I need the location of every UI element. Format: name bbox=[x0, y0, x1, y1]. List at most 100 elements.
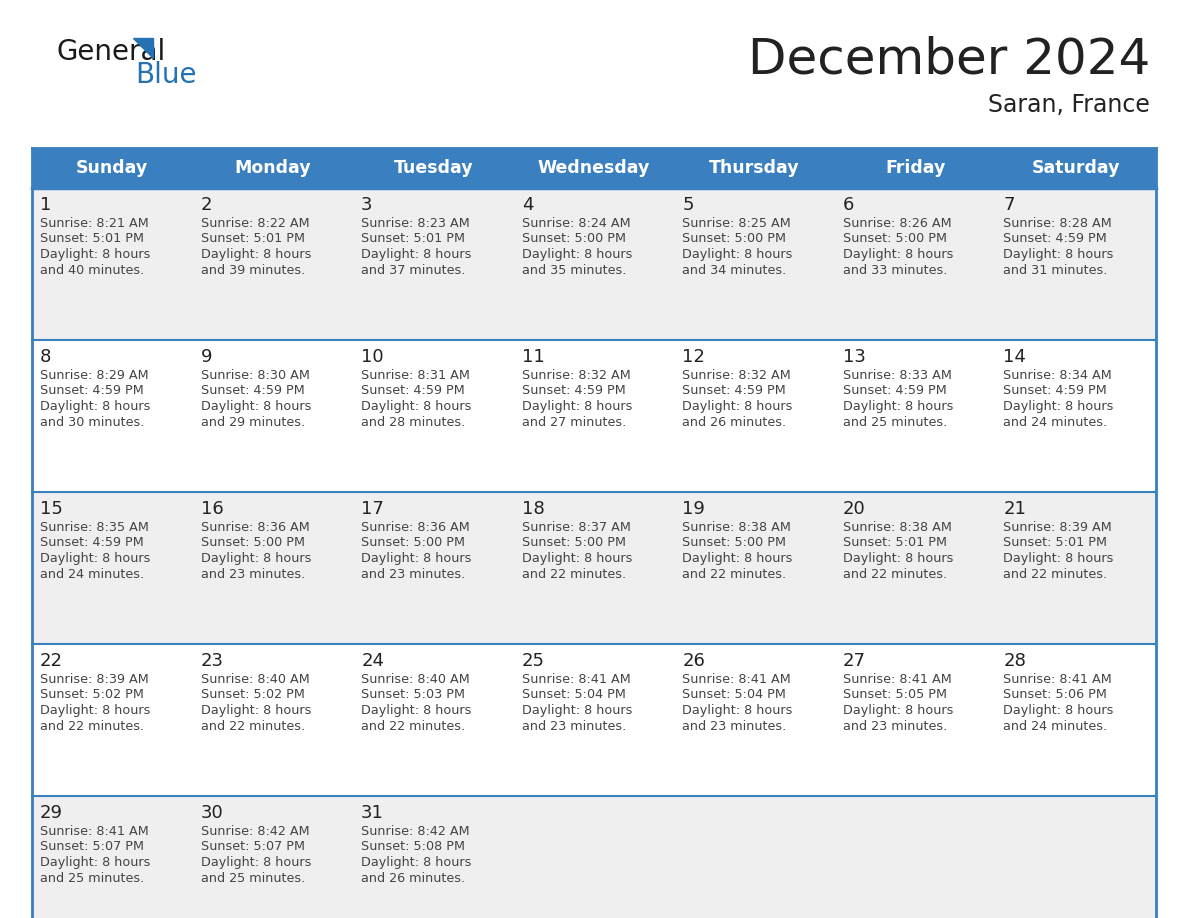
Text: 6: 6 bbox=[842, 196, 854, 214]
Text: Daylight: 8 hours: Daylight: 8 hours bbox=[522, 248, 632, 261]
Text: and 34 minutes.: and 34 minutes. bbox=[682, 263, 786, 276]
Text: 17: 17 bbox=[361, 500, 384, 518]
Text: 26: 26 bbox=[682, 652, 706, 670]
Text: 10: 10 bbox=[361, 348, 384, 366]
Text: Sunrise: 8:42 AM: Sunrise: 8:42 AM bbox=[201, 825, 309, 838]
Text: Sunrise: 8:40 AM: Sunrise: 8:40 AM bbox=[361, 673, 470, 686]
Text: Sunrise: 8:38 AM: Sunrise: 8:38 AM bbox=[682, 521, 791, 534]
Text: Daylight: 8 hours: Daylight: 8 hours bbox=[361, 248, 472, 261]
Text: Sunset: 5:02 PM: Sunset: 5:02 PM bbox=[201, 688, 304, 701]
Text: Sunset: 5:00 PM: Sunset: 5:00 PM bbox=[842, 232, 947, 245]
Text: Sunrise: 8:31 AM: Sunrise: 8:31 AM bbox=[361, 369, 470, 382]
Text: and 35 minutes.: and 35 minutes. bbox=[522, 263, 626, 276]
Text: Sunset: 4:59 PM: Sunset: 4:59 PM bbox=[361, 385, 465, 397]
Text: Sunrise: 8:35 AM: Sunrise: 8:35 AM bbox=[40, 521, 148, 534]
Text: Sunset: 5:01 PM: Sunset: 5:01 PM bbox=[40, 232, 144, 245]
Text: Sunrise: 8:41 AM: Sunrise: 8:41 AM bbox=[842, 673, 952, 686]
Text: 28: 28 bbox=[1004, 652, 1026, 670]
Text: Sunset: 4:59 PM: Sunset: 4:59 PM bbox=[1004, 385, 1107, 397]
Text: 14: 14 bbox=[1004, 348, 1026, 366]
Text: Daylight: 8 hours: Daylight: 8 hours bbox=[201, 704, 311, 717]
Text: 24: 24 bbox=[361, 652, 384, 670]
Text: 25: 25 bbox=[522, 652, 545, 670]
Text: Daylight: 8 hours: Daylight: 8 hours bbox=[40, 856, 151, 869]
Text: and 22 minutes.: and 22 minutes. bbox=[201, 720, 304, 733]
Text: and 23 minutes.: and 23 minutes. bbox=[522, 720, 626, 733]
Text: Sunrise: 8:28 AM: Sunrise: 8:28 AM bbox=[1004, 217, 1112, 230]
Text: Sunrise: 8:38 AM: Sunrise: 8:38 AM bbox=[842, 521, 952, 534]
Text: and 40 minutes.: and 40 minutes. bbox=[40, 263, 144, 276]
Text: and 27 minutes.: and 27 minutes. bbox=[522, 416, 626, 429]
Text: and 22 minutes.: and 22 minutes. bbox=[842, 567, 947, 580]
Text: and 26 minutes.: and 26 minutes. bbox=[361, 871, 466, 885]
Text: 1: 1 bbox=[40, 196, 51, 214]
Text: Sunrise: 8:23 AM: Sunrise: 8:23 AM bbox=[361, 217, 470, 230]
Text: Daylight: 8 hours: Daylight: 8 hours bbox=[361, 400, 472, 413]
Text: and 28 minutes.: and 28 minutes. bbox=[361, 416, 466, 429]
Text: and 25 minutes.: and 25 minutes. bbox=[40, 871, 144, 885]
Text: Daylight: 8 hours: Daylight: 8 hours bbox=[682, 400, 792, 413]
Text: Monday: Monday bbox=[234, 159, 311, 177]
Text: Sunrise: 8:25 AM: Sunrise: 8:25 AM bbox=[682, 217, 791, 230]
Text: Sunrise: 8:34 AM: Sunrise: 8:34 AM bbox=[1004, 369, 1112, 382]
Text: Daylight: 8 hours: Daylight: 8 hours bbox=[842, 400, 953, 413]
Text: Daylight: 8 hours: Daylight: 8 hours bbox=[201, 248, 311, 261]
Text: Sunrise: 8:41 AM: Sunrise: 8:41 AM bbox=[682, 673, 791, 686]
Text: and 23 minutes.: and 23 minutes. bbox=[842, 720, 947, 733]
Text: Sunset: 4:59 PM: Sunset: 4:59 PM bbox=[40, 385, 144, 397]
Text: and 25 minutes.: and 25 minutes. bbox=[842, 416, 947, 429]
Text: Sunrise: 8:21 AM: Sunrise: 8:21 AM bbox=[40, 217, 148, 230]
Text: and 22 minutes.: and 22 minutes. bbox=[361, 720, 466, 733]
Text: 12: 12 bbox=[682, 348, 706, 366]
Polygon shape bbox=[133, 38, 153, 58]
Text: 20: 20 bbox=[842, 500, 866, 518]
Text: Friday: Friday bbox=[885, 159, 946, 177]
Text: Sunset: 5:00 PM: Sunset: 5:00 PM bbox=[201, 536, 304, 550]
Text: and 33 minutes.: and 33 minutes. bbox=[842, 263, 947, 276]
Text: Daylight: 8 hours: Daylight: 8 hours bbox=[361, 552, 472, 565]
Text: 13: 13 bbox=[842, 348, 866, 366]
Text: and 22 minutes.: and 22 minutes. bbox=[40, 720, 144, 733]
Text: Daylight: 8 hours: Daylight: 8 hours bbox=[842, 248, 953, 261]
Text: and 31 minutes.: and 31 minutes. bbox=[1004, 263, 1107, 276]
Text: 7: 7 bbox=[1004, 196, 1015, 214]
Text: and 22 minutes.: and 22 minutes. bbox=[682, 567, 786, 580]
Text: Daylight: 8 hours: Daylight: 8 hours bbox=[682, 552, 792, 565]
Text: Daylight: 8 hours: Daylight: 8 hours bbox=[201, 400, 311, 413]
Text: Daylight: 8 hours: Daylight: 8 hours bbox=[522, 400, 632, 413]
Text: Daylight: 8 hours: Daylight: 8 hours bbox=[40, 400, 151, 413]
Text: Sunset: 5:05 PM: Sunset: 5:05 PM bbox=[842, 688, 947, 701]
Text: Sunset: 5:01 PM: Sunset: 5:01 PM bbox=[842, 536, 947, 550]
Text: Sunrise: 8:33 AM: Sunrise: 8:33 AM bbox=[842, 369, 952, 382]
Text: Sunrise: 8:29 AM: Sunrise: 8:29 AM bbox=[40, 369, 148, 382]
Text: and 26 minutes.: and 26 minutes. bbox=[682, 416, 786, 429]
Text: Sunset: 4:59 PM: Sunset: 4:59 PM bbox=[1004, 232, 1107, 245]
Text: Sunset: 5:02 PM: Sunset: 5:02 PM bbox=[40, 688, 144, 701]
Text: Sunrise: 8:36 AM: Sunrise: 8:36 AM bbox=[201, 521, 309, 534]
Text: 29: 29 bbox=[40, 804, 63, 822]
Text: Sunset: 5:01 PM: Sunset: 5:01 PM bbox=[201, 232, 304, 245]
Text: December 2024: December 2024 bbox=[747, 36, 1150, 84]
Text: Sunrise: 8:42 AM: Sunrise: 8:42 AM bbox=[361, 825, 469, 838]
Text: Sunrise: 8:26 AM: Sunrise: 8:26 AM bbox=[842, 217, 952, 230]
Text: Sunset: 5:00 PM: Sunset: 5:00 PM bbox=[522, 536, 626, 550]
Text: Daylight: 8 hours: Daylight: 8 hours bbox=[1004, 248, 1114, 261]
Text: Sunset: 5:00 PM: Sunset: 5:00 PM bbox=[682, 536, 786, 550]
Text: and 22 minutes.: and 22 minutes. bbox=[522, 567, 626, 580]
Text: Sunset: 5:00 PM: Sunset: 5:00 PM bbox=[682, 232, 786, 245]
Text: 16: 16 bbox=[201, 500, 223, 518]
Text: 15: 15 bbox=[40, 500, 63, 518]
Text: Sunset: 5:04 PM: Sunset: 5:04 PM bbox=[522, 688, 626, 701]
Text: Sunrise: 8:41 AM: Sunrise: 8:41 AM bbox=[40, 825, 148, 838]
Text: and 37 minutes.: and 37 minutes. bbox=[361, 263, 466, 276]
Text: 8: 8 bbox=[40, 348, 51, 366]
Text: and 23 minutes.: and 23 minutes. bbox=[361, 567, 466, 580]
Text: Sunset: 4:59 PM: Sunset: 4:59 PM bbox=[842, 385, 947, 397]
Text: 5: 5 bbox=[682, 196, 694, 214]
Text: 4: 4 bbox=[522, 196, 533, 214]
Text: Tuesday: Tuesday bbox=[393, 159, 473, 177]
Text: Sunset: 5:01 PM: Sunset: 5:01 PM bbox=[1004, 536, 1107, 550]
Text: Daylight: 8 hours: Daylight: 8 hours bbox=[842, 552, 953, 565]
Text: Sunset: 5:04 PM: Sunset: 5:04 PM bbox=[682, 688, 786, 701]
Text: Daylight: 8 hours: Daylight: 8 hours bbox=[842, 704, 953, 717]
